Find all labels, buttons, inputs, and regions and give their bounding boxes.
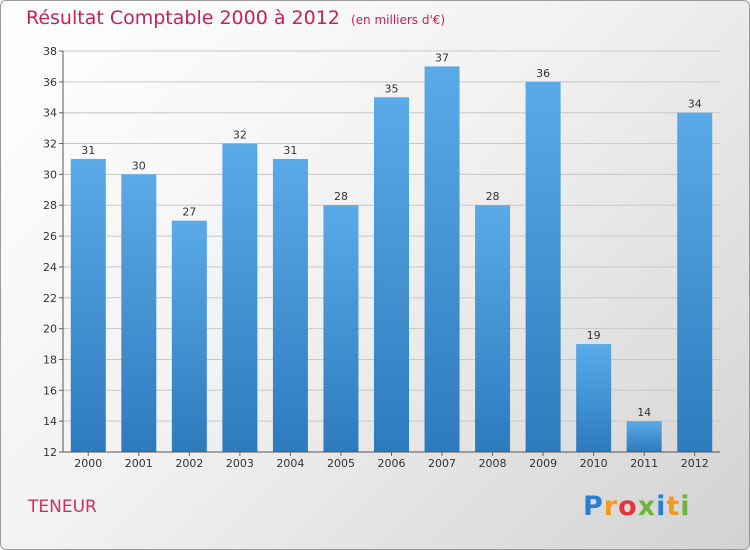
bar-2005 — [323, 205, 359, 452]
y-tick-label: 14 — [43, 415, 57, 428]
title-text: Résultat Comptable 2000 à 2012 — [26, 7, 340, 29]
x-tick-label: 2007 — [428, 457, 456, 470]
y-tick-label: 28 — [43, 199, 57, 212]
logo-letter: o — [618, 491, 638, 522]
y-tick-label: 16 — [43, 384, 57, 397]
bar-value-label: 34 — [688, 98, 702, 111]
bar-value-label: 19 — [587, 329, 601, 342]
bar-2009 — [525, 81, 561, 452]
proxiti-logo: Proxiti — [583, 491, 691, 522]
x-tick-label: 2010 — [580, 457, 608, 470]
y-tick-label: 20 — [43, 323, 57, 336]
logo-letter: r — [603, 491, 619, 522]
bar-value-label: 14 — [637, 406, 651, 419]
y-tick-label: 32 — [43, 138, 57, 151]
commune-name: TENEUR — [28, 497, 97, 517]
bar-value-label: 36 — [536, 67, 550, 80]
bar-2007 — [424, 66, 460, 452]
bar-2000 — [70, 158, 106, 452]
x-tick-label: 2001 — [125, 457, 153, 470]
y-tick-label: 34 — [43, 107, 57, 120]
bar-value-label: 28 — [486, 190, 500, 203]
x-tick-label: 2004 — [276, 457, 304, 470]
x-tick-label: 2003 — [226, 457, 254, 470]
bar-2004 — [272, 158, 308, 452]
x-tick-label: 2002 — [175, 457, 203, 470]
bar-value-label: 30 — [132, 159, 146, 172]
bar-2006 — [374, 97, 409, 453]
bar-2010 — [576, 344, 612, 452]
bar-value-label: 37 — [435, 51, 449, 64]
bar-2003 — [222, 143, 258, 453]
bar-2008 — [475, 205, 511, 452]
x-tick-label: 2012 — [681, 457, 709, 470]
chart-title: Résultat Comptable 2000 à 2012 (en milli… — [26, 7, 445, 29]
y-tick-label: 38 — [43, 45, 57, 58]
bar-value-label: 31 — [81, 144, 95, 157]
y-tick-label: 18 — [43, 353, 57, 366]
logo-letter: i — [656, 491, 667, 522]
bar-value-label: 35 — [385, 82, 399, 95]
title-unit: (en milliers d'€) — [350, 13, 446, 27]
logo-letter: x — [637, 491, 657, 522]
x-tick-label: 2011 — [630, 457, 658, 470]
logo-letter: P — [583, 491, 604, 522]
y-tick-label: 12 — [43, 446, 57, 459]
bar-2002 — [171, 220, 207, 452]
bar-2012 — [677, 112, 713, 452]
y-tick-label: 30 — [43, 168, 57, 181]
y-tick-label: 22 — [43, 292, 57, 305]
x-tick-label: 2009 — [529, 457, 557, 470]
bar-2011 — [626, 421, 662, 452]
x-tick-label: 2006 — [378, 457, 406, 470]
bar-2001 — [121, 174, 157, 452]
y-tick-label: 24 — [43, 261, 57, 274]
y-tick-label: 36 — [43, 76, 57, 89]
logo-letter: t — [666, 491, 681, 522]
bar-value-label: 27 — [182, 206, 196, 219]
bar-value-label: 32 — [233, 129, 247, 142]
x-tick-label: 2008 — [479, 457, 507, 470]
bar-value-label: 31 — [283, 144, 297, 157]
bar-value-label: 28 — [334, 190, 348, 203]
x-tick-label: 2005 — [327, 457, 355, 470]
x-tick-label: 2000 — [74, 457, 102, 470]
logo-letter: i — [680, 491, 691, 522]
y-tick-label: 26 — [43, 230, 57, 243]
